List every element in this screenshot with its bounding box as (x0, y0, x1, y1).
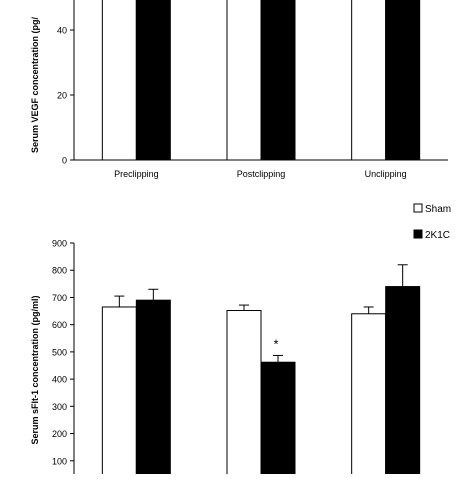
y-tick-label: 20 (57, 91, 67, 101)
bar (226, 310, 262, 479)
legend-label: 2K1C (425, 230, 450, 241)
x-tick-label: Postclipping (237, 169, 286, 179)
bar (101, 0, 137, 161)
bar (351, 0, 387, 161)
bar (101, 306, 137, 479)
bar (260, 361, 296, 479)
x-tick-label: Unclipping (365, 169, 407, 179)
bar (385, 286, 421, 479)
legend-swatch (413, 203, 423, 213)
y-axis-title: Serum sFlt-1 concentration (pg/ml) (30, 295, 40, 444)
bar (135, 0, 171, 161)
bar (135, 299, 171, 479)
legend-label: Sham (425, 204, 451, 215)
y-tick-label: 400 (52, 375, 67, 385)
legend: Sham 2K1C (413, 203, 451, 241)
vegf-chart-panel: 020406080100Serum VEGF concentration (pg… (30, 0, 448, 179)
y-tick-label: 300 (52, 402, 67, 412)
y-axis-title: Serum VEGF concentration (pg/ (30, 16, 40, 153)
y-tick-label: 800 (52, 266, 67, 276)
sflt1-chart-panel: 100 200 300 400 500 600 700 800 900 Serum sFlt-1 … (30, 203, 451, 479)
y-tick-label: 100 (52, 456, 67, 466)
bar (226, 0, 262, 161)
x-tick-label: Preclipping (114, 169, 159, 179)
bar (385, 0, 421, 161)
legend-swatch (413, 229, 423, 239)
y-tick-label: 500 (52, 347, 67, 357)
y-tick-label: 900 (52, 239, 67, 249)
y-tick-label: 200 (52, 429, 67, 439)
y-tick-label: 40 (57, 26, 67, 36)
y-tick-label: 700 (52, 293, 67, 303)
bar (260, 0, 296, 161)
bar (351, 313, 387, 479)
y-tick-label: 600 (52, 320, 67, 330)
y-tick-label: 0 (62, 156, 67, 166)
significance-marker: * (273, 336, 278, 351)
